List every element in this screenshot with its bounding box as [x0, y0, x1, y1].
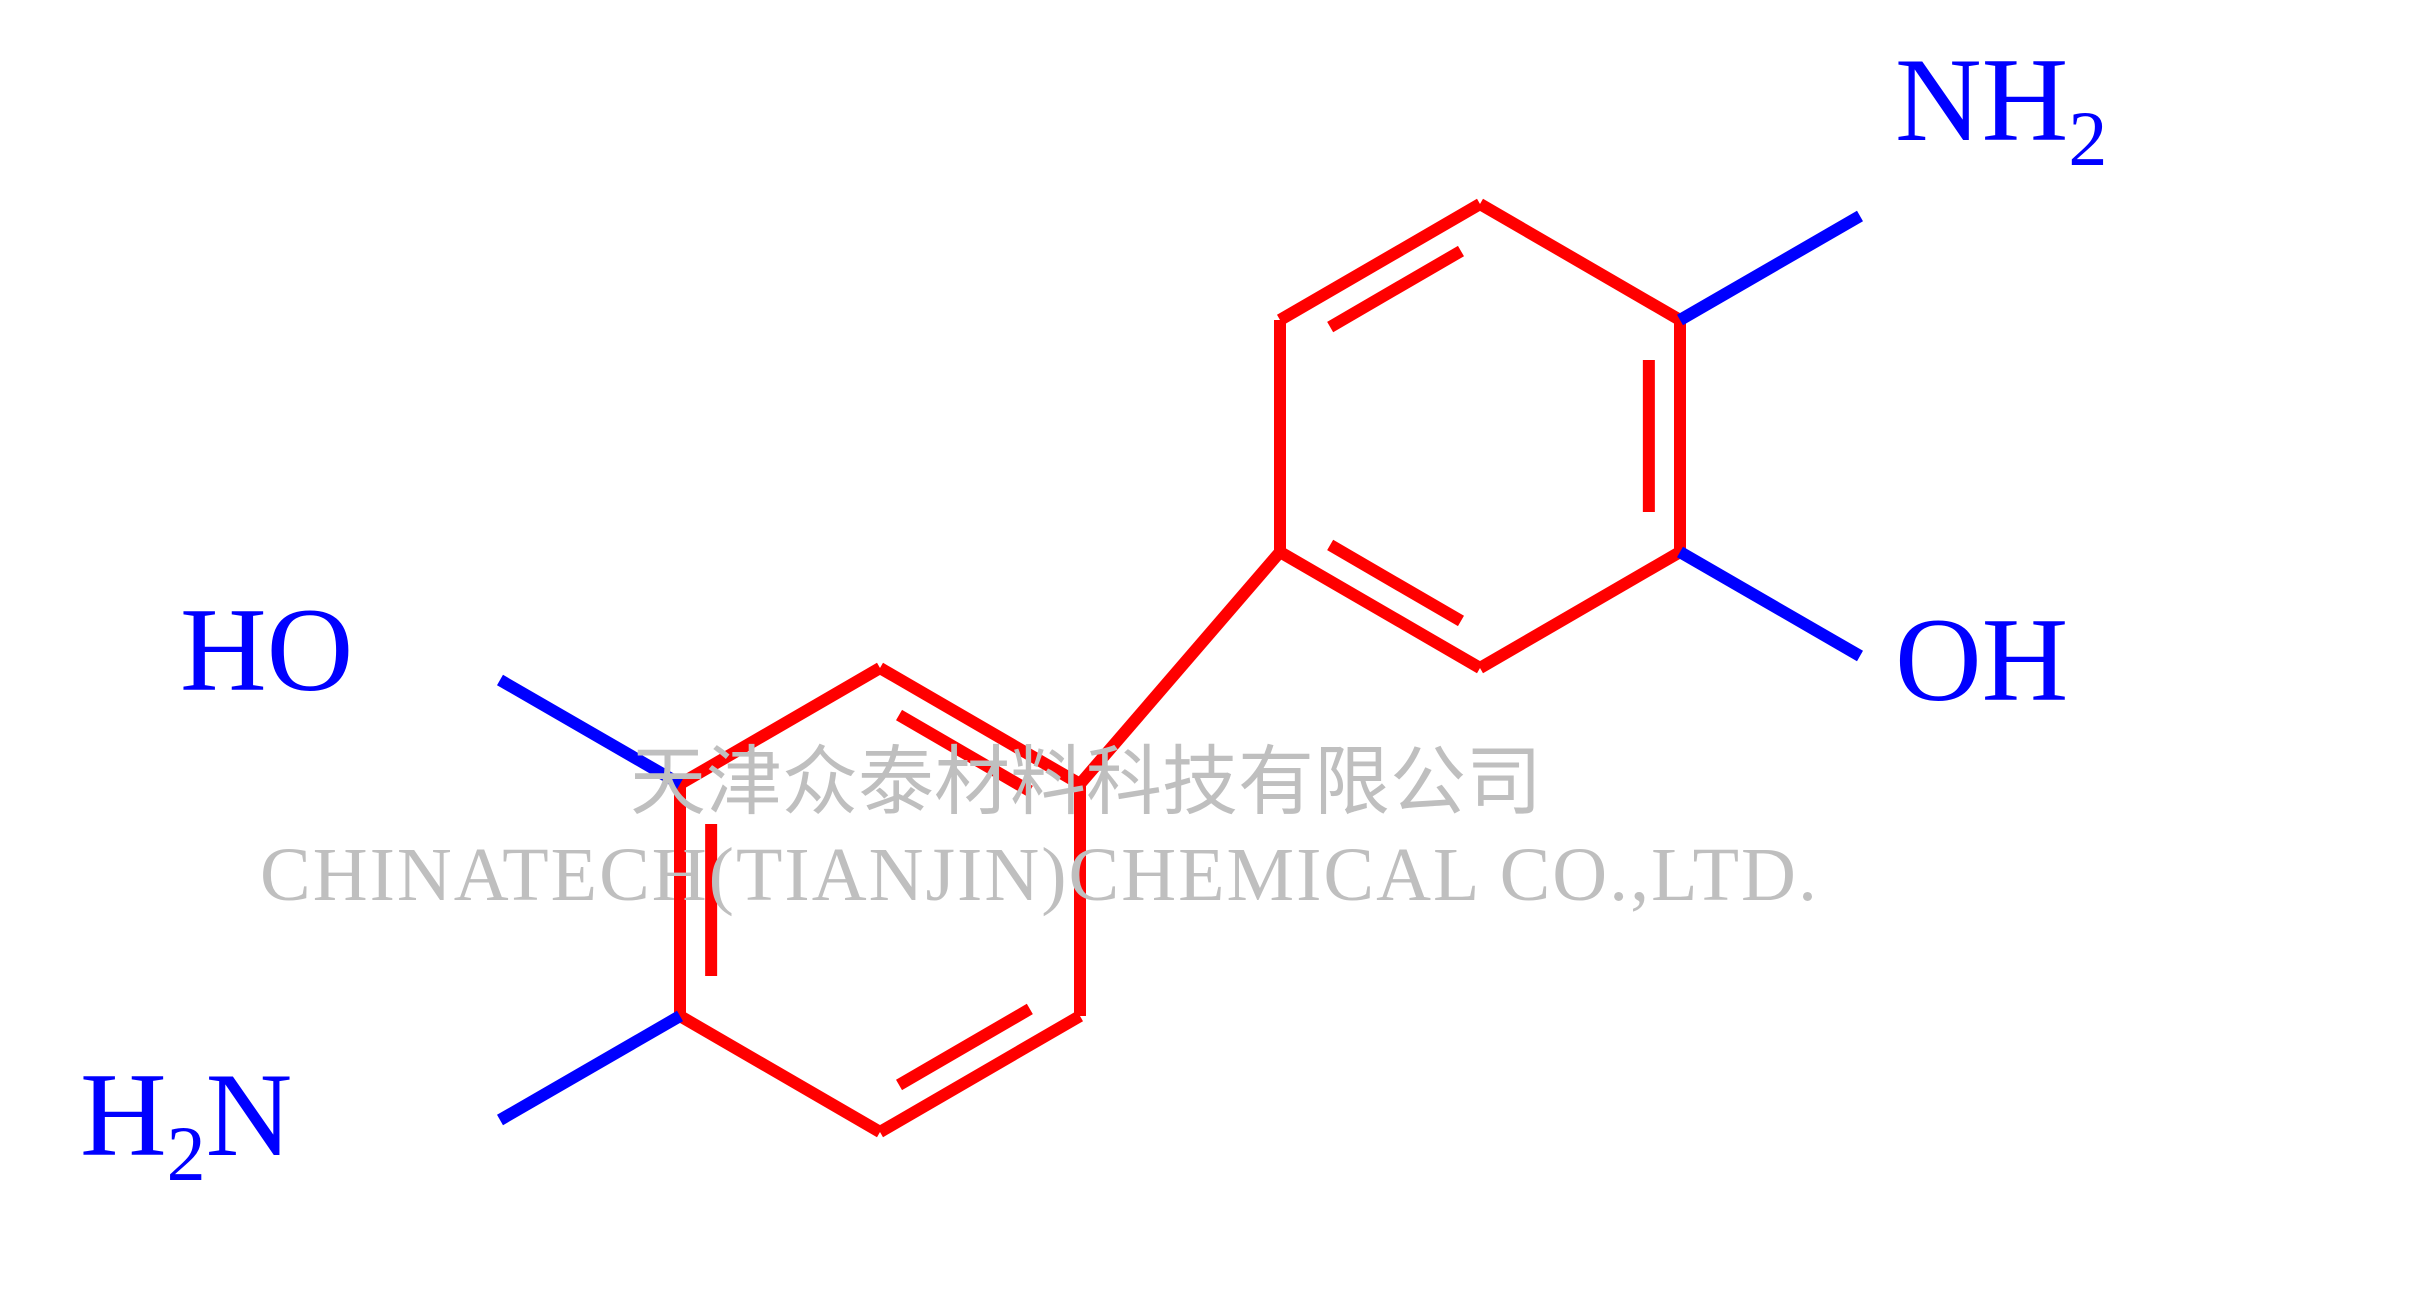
watermark-english: CHINATECH(TIANJIN)CHEMICAL CO.,LTD. [260, 832, 1819, 919]
chemical-structure-diagram: HO H2N OH NH2 天津众泰材料科技有限公司 CHINATECH(TIA… [0, 0, 2427, 1298]
label-oh-right: OH [1895, 600, 2068, 720]
label-ho-left: HO [180, 590, 353, 710]
label-h2n-left: H2N [80, 1055, 292, 1175]
watermark-chinese: 天津众泰材料科技有限公司 [630, 720, 1542, 830]
label-nh2-right: NH2 [1895, 40, 2107, 160]
